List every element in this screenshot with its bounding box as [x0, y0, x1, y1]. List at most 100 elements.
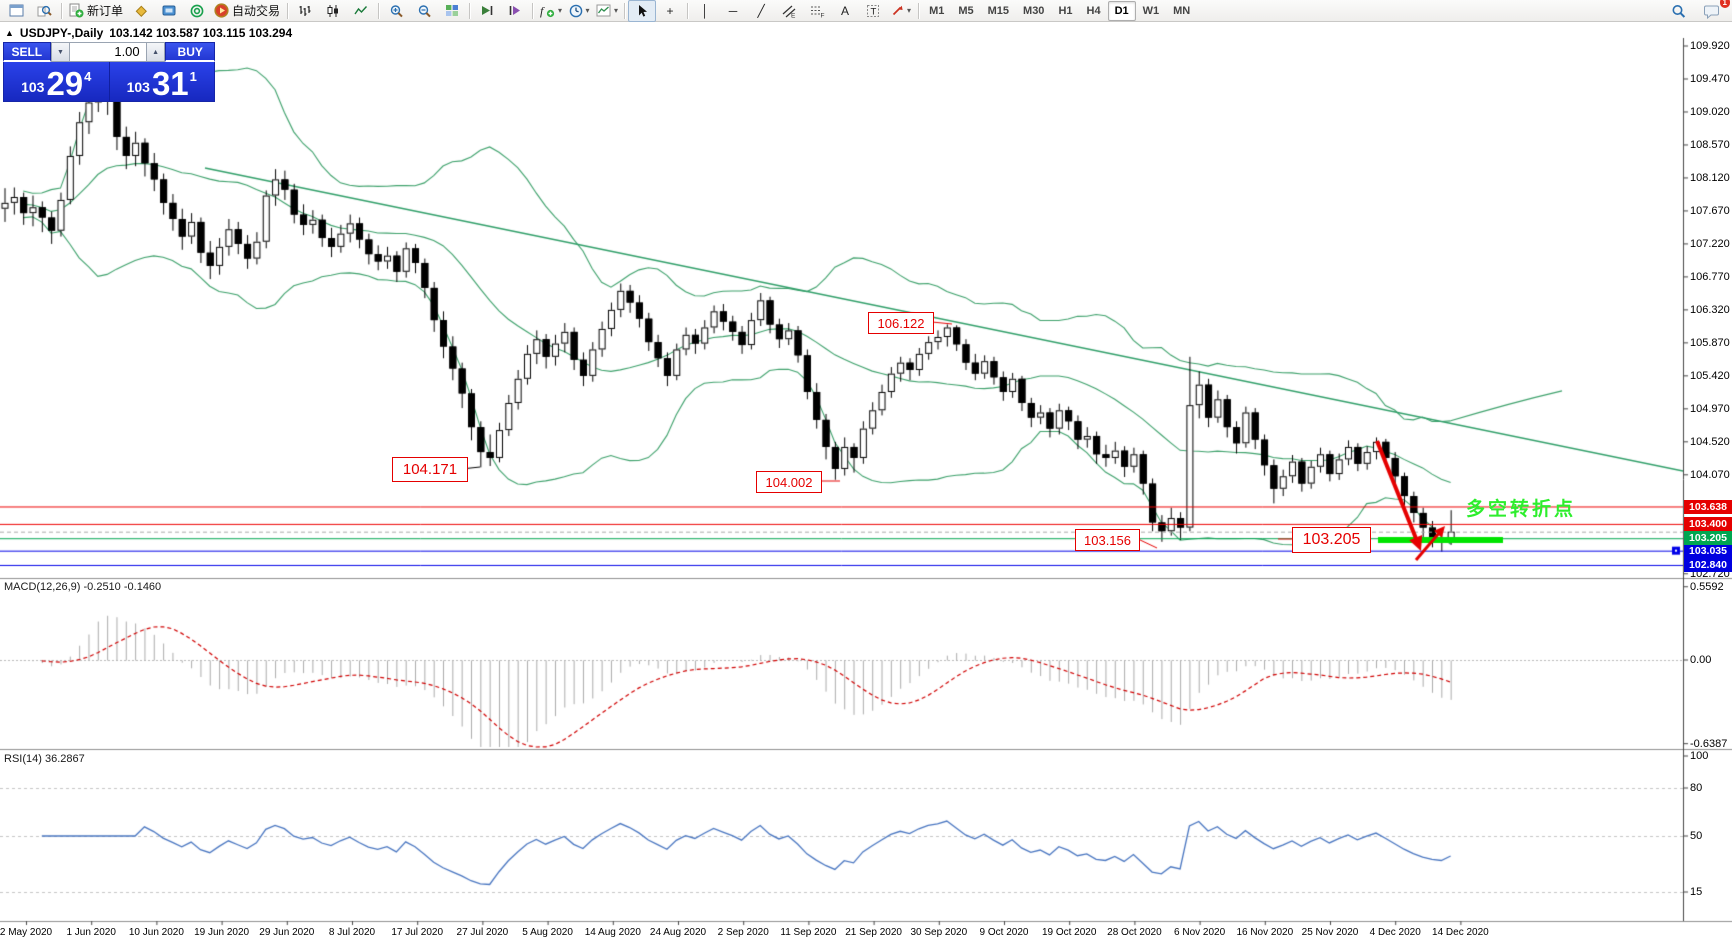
- price-tick: 109.020: [1690, 106, 1730, 118]
- timeframe-button-mn[interactable]: MN: [1173, 4, 1191, 17]
- text-icon[interactable]: A: [841, 3, 850, 18]
- buy-price[interactable]: 103 31 1: [110, 62, 215, 101]
- bar-chart-icon[interactable]: [291, 0, 319, 22]
- vertical-line-icon[interactable]: │: [701, 3, 709, 18]
- ohlc-values: 103.142 103.587 103.115 103.294: [109, 26, 293, 40]
- rsi-tick: 100: [1690, 750, 1709, 762]
- search-icon[interactable]: [1664, 0, 1692, 22]
- indicators-dropdown-arrow[interactable]: ▾: [558, 6, 563, 15]
- price-tick: 105.420: [1690, 369, 1730, 382]
- timeframe-button-m30[interactable]: M30: [1023, 4, 1045, 17]
- volume-input[interactable]: 1.00: [70, 42, 146, 62]
- auto-scroll-icon[interactable]: [473, 0, 501, 22]
- date-label: 2 Sep 2020: [717, 927, 769, 938]
- candlestick-chart-icon[interactable]: [319, 0, 347, 22]
- pivot-annotation-text[interactable]: 多空转折点: [1466, 499, 1577, 520]
- price-tick: 107.220: [1690, 237, 1730, 250]
- date-label: 9 Oct 2020: [979, 927, 1029, 938]
- timeframe-button-m15[interactable]: M15: [987, 4, 1010, 17]
- notifications-icon[interactable]: 1: [1698, 0, 1730, 22]
- horizontal-line-icon[interactable]: ─: [728, 3, 738, 18]
- rsi-tick: 50: [1690, 830, 1703, 842]
- text-label-icon[interactable]: T: [859, 0, 887, 22]
- indicators-icon[interactable]: f ▾: [536, 0, 565, 22]
- date-label: 2 May 2020: [0, 927, 53, 938]
- zoom-in-icon[interactable]: [382, 0, 410, 22]
- zoom-out-icon[interactable]: [410, 0, 438, 22]
- sell-price-big: 29: [46, 64, 84, 102]
- periods-dropdown-arrow[interactable]: ▾: [585, 6, 590, 15]
- buy-button[interactable]: BUY: [165, 42, 215, 62]
- date-label: 19 Oct 2020: [1041, 927, 1097, 938]
- periods-icon[interactable]: ▾: [565, 0, 593, 22]
- arrows-dropdown-arrow[interactable]: ▾: [907, 6, 912, 15]
- price-badge-102.840: 102.840: [1684, 558, 1732, 572]
- price-tick: 106.770: [1690, 270, 1730, 283]
- timeframe-button-w1[interactable]: W1: [1142, 4, 1160, 17]
- profiles-icon[interactable]: [30, 0, 58, 22]
- new-order-button[interactable]: 新订单: [65, 0, 127, 22]
- cursor-icon[interactable]: [628, 0, 657, 22]
- date-label: 4 Dec 2020: [1369, 927, 1421, 938]
- rsi-tick: 80: [1690, 782, 1703, 794]
- price-badge-103.205: 103.205: [1684, 531, 1732, 546]
- arrows-icon[interactable]: ▾: [887, 0, 915, 22]
- autotrading-button[interactable]: 自动交易: [211, 0, 284, 22]
- price-annotation-104.002[interactable]: 104.002: [756, 471, 822, 493]
- chart-canvas[interactable]: [0, 22, 1732, 942]
- volume-decrease-button[interactable]: ▼: [50, 42, 71, 62]
- macd-tick: -0.6387: [1690, 737, 1728, 750]
- price-tick: 106.320: [1690, 303, 1730, 316]
- metaeditor-icon[interactable]: [127, 0, 155, 22]
- price-tick: 104.070: [1690, 468, 1730, 481]
- line-chart-icon[interactable]: [347, 0, 375, 22]
- volume-increase-button[interactable]: ▲: [145, 42, 166, 62]
- crosshair-icon[interactable]: +: [666, 3, 674, 18]
- toolbar-separator: [61, 2, 62, 19]
- sell-button[interactable]: SELL: [3, 42, 51, 62]
- marketplace-icon[interactable]: [155, 0, 183, 22]
- date-label: 16 Nov 2020: [1236, 927, 1294, 938]
- collapse-trade-panel-icon[interactable]: ▲: [5, 28, 14, 38]
- templates-dropdown-arrow[interactable]: ▾: [614, 6, 619, 15]
- date-label: 11 Sep 2020: [780, 927, 837, 938]
- sell-price[interactable]: 103 29 4: [4, 62, 110, 101]
- price-annotation-106.122[interactable]: 106.122: [868, 312, 934, 334]
- symbol-period-label: USDJPY-,Daily: [19, 26, 104, 40]
- timeframe-button-d1[interactable]: D1: [1107, 0, 1136, 21]
- price-badge-103.400: 103.400: [1684, 516, 1732, 531]
- date-label: 8 Jul 2020: [328, 927, 376, 938]
- trend-line-icon[interactable]: ╱: [757, 3, 765, 18]
- svg-text:F: F: [820, 12, 824, 18]
- date-label: 19 Jun 2020: [194, 927, 250, 938]
- date-label: 21 Sep 2020: [845, 927, 902, 938]
- buy-price-sup: 1: [189, 69, 197, 84]
- price-annotation-104.171[interactable]: 104.171: [392, 457, 468, 482]
- toolbar-separator: [918, 2, 920, 19]
- new-chart-icon[interactable]: [2, 0, 30, 22]
- price-tick: 108.120: [1690, 171, 1730, 184]
- tile-windows-icon[interactable]: [438, 0, 466, 22]
- fibonacci-icon[interactable]: F: [803, 0, 831, 22]
- date-label: 27 Jul 2020: [456, 927, 509, 938]
- buy-price-prefix: 103: [126, 79, 150, 95]
- timeframe-button-m5[interactable]: M5: [958, 4, 974, 17]
- buy-price-big: 31: [151, 64, 189, 102]
- templates-icon[interactable]: ▾: [593, 0, 621, 22]
- one-click-trading-panel: SELL ▼ 1.00 ▲ BUY 103 29 4 103 31 1: [3, 42, 215, 102]
- macd-label: MACD(12,26,9) -0.2510 -0.1460: [4, 581, 162, 593]
- chart-shift-icon[interactable]: [501, 0, 529, 22]
- price-tick: 107.670: [1690, 204, 1730, 217]
- price-annotation-103.205[interactable]: 103.205: [1292, 527, 1371, 553]
- rsi-tick: 15: [1690, 886, 1703, 898]
- main-toolbar: 新订单 自动交易 f ▾ ▾ ▾ + │ ─ ╱ E F A T ▾ M1 M5 M15 M30 H1 H4 D1 W1 MN…: [0, 0, 1732, 22]
- date-label: 28 Oct 2020: [1107, 927, 1162, 938]
- community-icon[interactable]: [183, 0, 211, 22]
- date-label: 24 Aug 2020: [649, 927, 707, 938]
- timeframe-button-h1[interactable]: H1: [1058, 4, 1073, 17]
- price-annotation-103.156[interactable]: 103.156: [1075, 529, 1140, 551]
- date-label: 10 Jun 2020: [128, 927, 184, 938]
- timeframe-button-m1[interactable]: M1: [929, 4, 945, 17]
- timeframe-button-h4[interactable]: H4: [1086, 4, 1101, 17]
- equidistant-channel-icon[interactable]: E: [775, 0, 803, 22]
